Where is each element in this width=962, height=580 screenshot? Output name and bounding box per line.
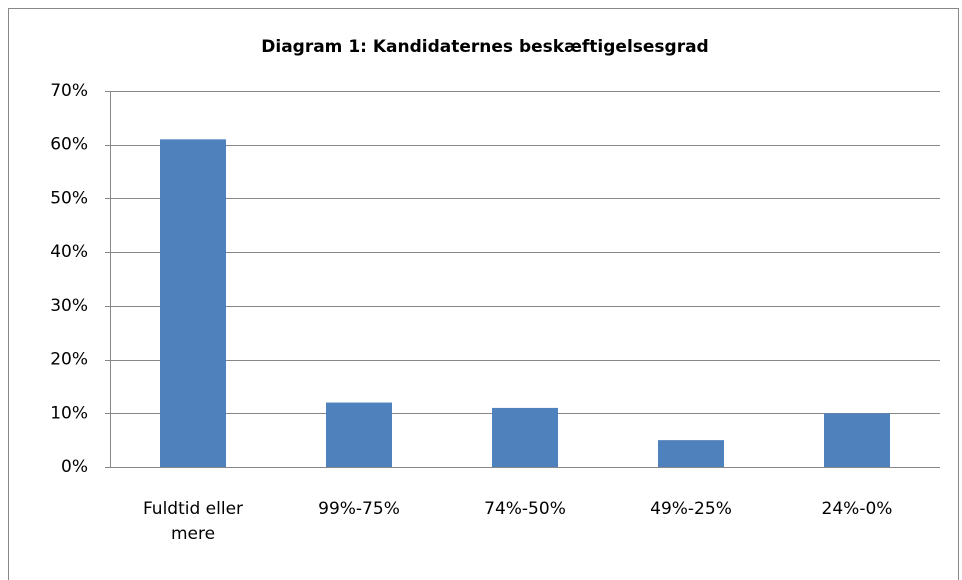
x-tick-label: 49%-25% xyxy=(650,499,732,519)
bar xyxy=(160,139,226,468)
bar xyxy=(658,440,724,467)
x-tick-label: Fuldtid eller mere xyxy=(142,499,244,544)
y-tick-label: 60% xyxy=(50,135,88,155)
chart-title: Diagram 1: Kandidaternes beskæftigelsesg… xyxy=(261,37,708,57)
bar xyxy=(326,402,392,467)
bar xyxy=(824,413,890,467)
x-tick-label: 24%-0% xyxy=(821,499,893,519)
y-tick-label: 20% xyxy=(50,350,88,370)
y-tick-label: 70% xyxy=(50,81,88,101)
y-tick-label: 0% xyxy=(61,457,88,477)
y-tick-label: 40% xyxy=(50,242,88,262)
y-tick-label: 30% xyxy=(50,296,88,316)
chart-frame xyxy=(8,8,959,580)
y-tick-label: 50% xyxy=(50,188,88,208)
bar xyxy=(492,407,558,467)
x-tick-label: 74%-50% xyxy=(484,499,566,519)
x-tick-label: 99%-75% xyxy=(318,499,400,519)
y-tick-label: 10% xyxy=(50,403,88,423)
